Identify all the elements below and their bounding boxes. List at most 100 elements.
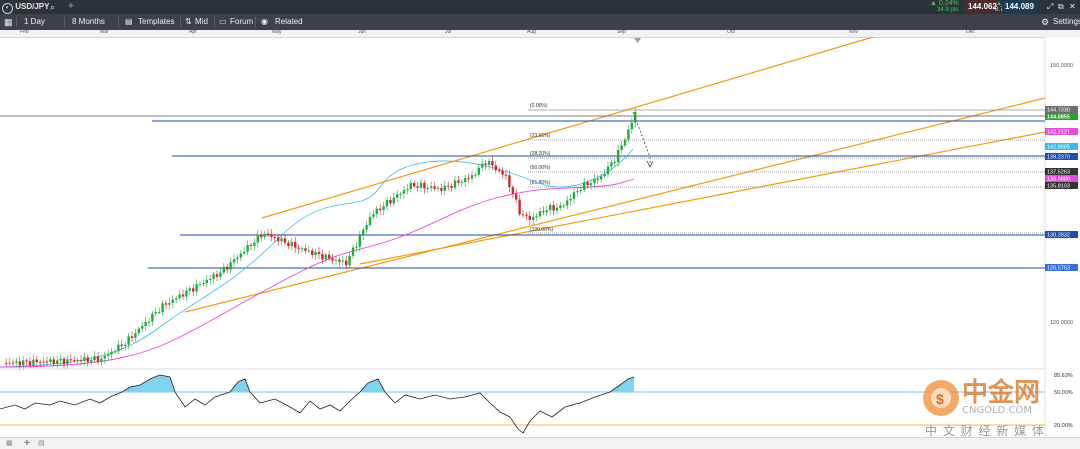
layout-icon[interactable]: ▦: [4, 17, 13, 27]
candle-body[interactable]: [521, 214, 525, 216]
candlestick-series[interactable]: [5, 108, 637, 371]
candle-body[interactable]: [389, 199, 392, 204]
moving-average-slow[interactable]: [0, 178, 635, 368]
candle-body[interactable]: [226, 266, 229, 270]
mid-button[interactable]: Mid: [195, 17, 208, 26]
candle-body[interactable]: [212, 274, 215, 279]
candle-body[interactable]: [32, 359, 35, 366]
candle-body[interactable]: [345, 260, 348, 266]
candle-body[interactable]: [73, 360, 76, 362]
candle-body[interactable]: [158, 311, 161, 313]
candle-body[interactable]: [576, 191, 579, 193]
candle-body[interactable]: [491, 161, 494, 166]
candle-body[interactable]: [42, 361, 45, 363]
candle-body[interactable]: [56, 360, 59, 365]
candle-body[interactable]: [290, 241, 293, 247]
candle-body[interactable]: [385, 199, 389, 207]
candle-body[interactable]: [178, 294, 181, 299]
candle-body[interactable]: [457, 180, 460, 183]
candle-body[interactable]: [477, 167, 480, 175]
candle-body[interactable]: [192, 288, 195, 292]
candle-body[interactable]: [583, 182, 586, 190]
candle-body[interactable]: [83, 357, 86, 362]
candle-body[interactable]: [620, 145, 623, 150]
candle-body[interactable]: [464, 178, 467, 183]
candle-body[interactable]: [141, 326, 144, 329]
candle-body[interactable]: [375, 208, 378, 215]
candle-body[interactable]: [5, 363, 8, 364]
candle-body[interactable]: [144, 321, 147, 327]
candle-body[interactable]: [532, 217, 535, 220]
candle-body[interactable]: [239, 253, 242, 258]
candle-body[interactable]: [25, 360, 28, 362]
candle-body[interactable]: [419, 182, 423, 188]
candle-body[interactable]: [168, 302, 171, 305]
candle-body[interactable]: [504, 174, 508, 176]
candle-body[interactable]: [338, 259, 341, 262]
candle-body[interactable]: [161, 303, 164, 312]
bid-price-button[interactable]: 144.062: [965, 0, 1000, 14]
candle-body[interactable]: [300, 248, 304, 250]
candle-body[interactable]: [549, 205, 552, 211]
candle-body[interactable]: [494, 165, 497, 171]
add-tab-icon[interactable]: +: [68, 1, 74, 12]
candle-body[interactable]: [273, 236, 276, 238]
candle-body[interactable]: [545, 210, 548, 213]
candle-body[interactable]: [280, 238, 283, 242]
candle-body[interactable]: [487, 161, 491, 166]
candle-body[interactable]: [579, 189, 582, 192]
candle-body[interactable]: [175, 298, 178, 300]
candle-body[interactable]: [52, 359, 55, 365]
candle-body[interactable]: [341, 260, 344, 262]
candle-body[interactable]: [171, 299, 174, 303]
candle-body[interactable]: [453, 180, 457, 188]
candle-body[interactable]: [528, 215, 531, 220]
close-icon[interactable]: ✕: [1069, 2, 1076, 11]
moving-average-fast[interactable]: [0, 148, 634, 368]
candle-body[interactable]: [93, 356, 96, 361]
candle-body[interactable]: [59, 358, 62, 361]
candle-body[interactable]: [617, 149, 620, 163]
templates-button[interactable]: Templates: [138, 17, 175, 26]
candle-body[interactable]: [596, 178, 599, 180]
candle-body[interactable]: [515, 193, 518, 200]
channel-lower-line-2[interactable]: [359, 131, 1046, 265]
candle-body[interactable]: [498, 170, 501, 172]
settings-button[interactable]: Settings: [1053, 17, 1080, 26]
candle-body[interactable]: [569, 198, 572, 201]
candle-body[interactable]: [18, 361, 21, 366]
candle-body[interactable]: [630, 122, 633, 130]
candle-body[interactable]: [243, 251, 246, 254]
candle-body[interactable]: [154, 312, 157, 314]
candle-body[interactable]: [297, 247, 300, 249]
candle-body[interactable]: [188, 288, 191, 291]
candle-body[interactable]: [416, 186, 419, 188]
candle-body[interactable]: [45, 361, 49, 363]
candle-body[interactable]: [90, 360, 93, 362]
candle-body[interactable]: [314, 252, 317, 255]
candle-body[interactable]: [538, 211, 542, 217]
candle-body[interactable]: [15, 361, 18, 363]
symbol-menu[interactable]: ◐ USD/JPY: [2, 0, 49, 14]
candle-body[interactable]: [277, 237, 280, 242]
candle-body[interactable]: [348, 255, 351, 266]
candle-body[interactable]: [572, 192, 576, 199]
candle-body[interactable]: [593, 178, 596, 184]
candle-body[interactable]: [436, 187, 440, 189]
candle-body[interactable]: [222, 266, 225, 273]
candle-body[interactable]: [107, 354, 110, 356]
popout-icon[interactable]: ⧉: [1058, 2, 1064, 11]
candle-body[interactable]: [49, 359, 52, 362]
candle-body[interactable]: [600, 176, 603, 180]
candle-body[interactable]: [294, 241, 297, 248]
candle-body[interactable]: [508, 175, 511, 188]
candle-body[interactable]: [613, 162, 616, 164]
candle-body[interactable]: [566, 200, 569, 206]
candle-body[interactable]: [355, 246, 358, 248]
candle-body[interactable]: [481, 163, 484, 168]
candle-body[interactable]: [100, 358, 103, 362]
interval-dropdown[interactable]: 1 Day: [24, 17, 45, 26]
candle-body[interactable]: [450, 185, 453, 188]
candle-body[interactable]: [124, 344, 127, 347]
candle-body[interactable]: [552, 205, 555, 211]
